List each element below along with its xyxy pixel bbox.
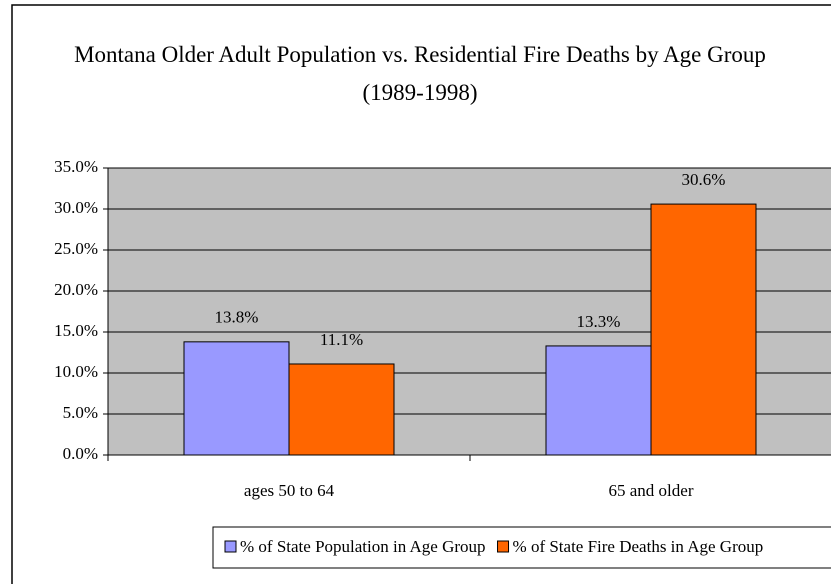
y-tick-label: 25.0% <box>54 239 98 258</box>
y-tick-label: 10.0% <box>54 362 98 381</box>
bar <box>183 341 290 456</box>
x-tick-label: ages 50 to 64 <box>244 481 335 500</box>
data-label: 13.8% <box>215 308 259 327</box>
legend-swatch <box>497 540 510 553</box>
bar <box>545 345 652 456</box>
data-label: 13.3% <box>577 312 621 331</box>
y-tick-label: 5.0% <box>63 403 98 422</box>
chart-title: Montana Older Adult Population vs. Resid… <box>74 42 766 105</box>
legend-label: % of State Fire Deaths in Age Group <box>513 537 764 556</box>
bar <box>650 203 757 456</box>
y-tick-label: 0.0% <box>63 444 98 463</box>
data-label: 30.6% <box>682 170 726 189</box>
data-label: 11.1% <box>320 330 363 349</box>
x-tick-label: 65 and older <box>609 481 694 500</box>
y-tick-label: 30.0% <box>54 198 98 217</box>
legend-swatch <box>224 540 237 553</box>
legend-box <box>212 526 831 569</box>
y-tick-label: 35.0% <box>54 157 98 176</box>
bar <box>288 363 395 456</box>
y-tick-label: 15.0% <box>54 321 98 340</box>
legend-label: % of State Population in Age Group <box>240 537 486 556</box>
y-tick-label: 20.0% <box>54 280 98 299</box>
